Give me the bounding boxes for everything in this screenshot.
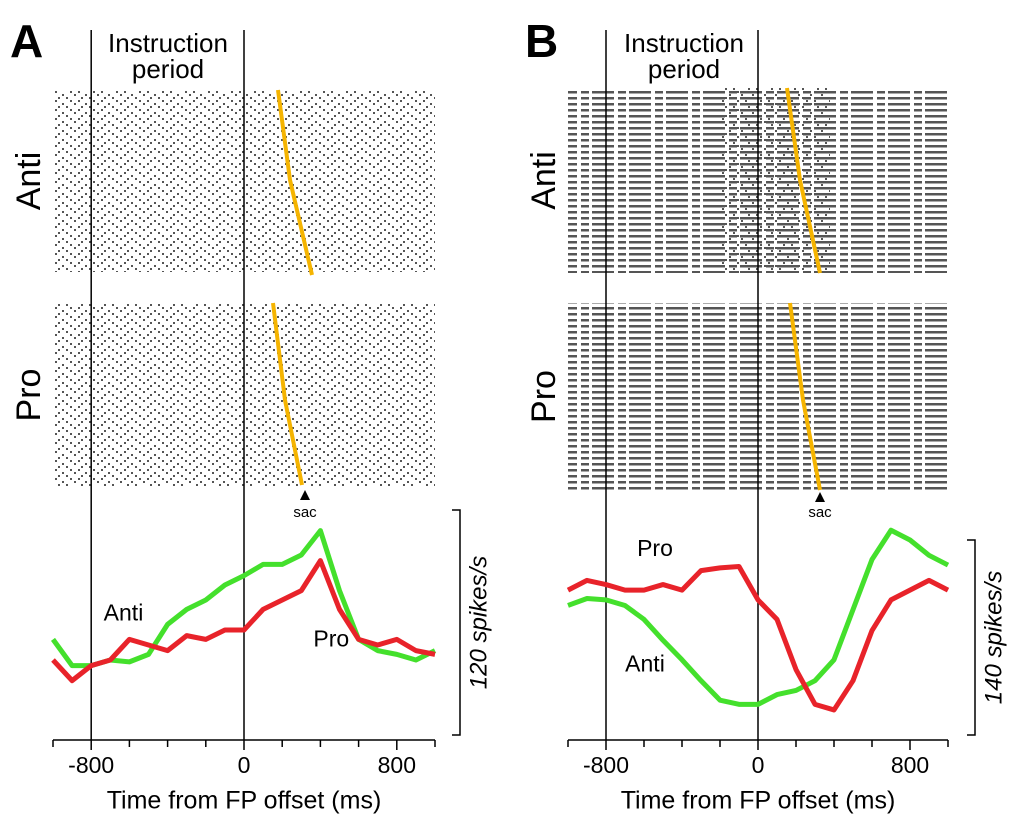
x-tick-label: 800 bbox=[378, 752, 416, 778]
panel-letter: B bbox=[525, 15, 558, 67]
psth-line bbox=[51, 558, 436, 684]
raster-label: Anti bbox=[525, 151, 563, 210]
saccade-label: sac bbox=[808, 504, 832, 521]
scale-bar bbox=[967, 539, 976, 736]
x-tick-label: -800 bbox=[583, 752, 629, 778]
psth-line bbox=[50, 528, 437, 669]
instruction-label: period bbox=[648, 54, 720, 84]
x-axis-label: Time from FP offset (ms) bbox=[621, 787, 896, 815]
instruction-label: period bbox=[132, 54, 204, 84]
raster-label: Pro bbox=[10, 369, 48, 422]
scale-bar-label: 140 spikes/s bbox=[980, 571, 1007, 704]
raster-label: Anti bbox=[10, 152, 48, 211]
series-label: Pro bbox=[313, 626, 349, 652]
x-tick-label: 0 bbox=[238, 752, 251, 778]
x-tick-label: 800 bbox=[891, 752, 929, 778]
scale-bar bbox=[452, 509, 461, 736]
instruction-label: Instruction bbox=[624, 28, 744, 58]
series-label: Anti bbox=[104, 599, 144, 625]
series-label: Anti bbox=[625, 651, 665, 677]
x-tick-label: -800 bbox=[68, 752, 114, 778]
series-label: Pro bbox=[637, 535, 673, 561]
saccade-label: sac bbox=[293, 504, 317, 521]
raster-label: Pro bbox=[525, 370, 563, 423]
x-axis-label: Time from FP offset (ms) bbox=[107, 787, 382, 815]
scale-bar-label: 120 spikes/s bbox=[465, 556, 492, 689]
psth-line bbox=[567, 527, 950, 707]
panel-letter: A bbox=[10, 15, 43, 67]
x-tick-label: 0 bbox=[752, 752, 765, 778]
instruction-label: Instruction bbox=[108, 28, 228, 58]
psth-line bbox=[566, 563, 950, 713]
